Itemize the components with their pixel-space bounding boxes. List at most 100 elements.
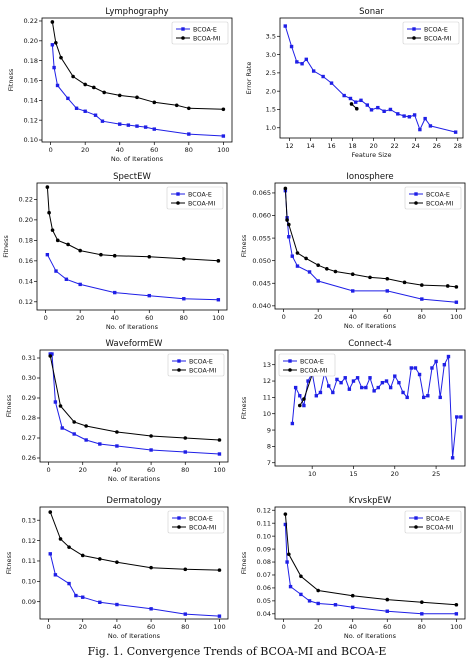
data-point-bcoa-e (289, 44, 294, 49)
data-point-bcoa-e (98, 442, 102, 446)
y-axis-label: Fitness (2, 235, 10, 258)
data-point-bcoa-e (412, 113, 417, 117)
y-tick-label: 0.04 (257, 610, 271, 618)
data-point-bcoa-mi (350, 272, 355, 277)
data-point-bcoa-e (384, 379, 389, 383)
y-tick-label: 0.20 (19, 216, 33, 224)
chart-dermatology: Dermatology 0 20 40 60 80 100 0.09 0.10 0.11 0.12 0… (5, 496, 229, 640)
data-point-bcoa-e (401, 390, 405, 395)
data-point-bcoa-mi (84, 424, 88, 428)
chart-title: Ionosphere (346, 172, 393, 182)
data-point-bcoa-e (147, 293, 151, 298)
x-tick-label: 80 (181, 466, 189, 474)
data-point-bcoa-mi (445, 284, 450, 288)
legend-label: BCOA-E (300, 358, 324, 365)
data-point-bcoa-e (283, 522, 288, 527)
data-point-bcoa-e (74, 593, 78, 598)
x-axis-label: No. of Iterations (108, 475, 161, 483)
data-point-bcoa-e (335, 377, 339, 382)
y-tick-label: 1.5 (266, 106, 276, 114)
y-tick-label: 0.12 (19, 298, 33, 306)
data-point-bcoa-e (372, 389, 376, 393)
data-point-bcoa-mi (217, 438, 222, 442)
x-tick-label: 60 (150, 146, 158, 154)
data-point-bcoa-e (304, 57, 308, 62)
legend: BCOA-E BCOA-MI (166, 186, 224, 210)
data-point-bcoa-e (417, 372, 422, 377)
data-point-bcoa-mi (112, 253, 117, 258)
data-point-bcoa-e (365, 103, 369, 107)
data-point-bcoa-mi (333, 269, 338, 274)
data-point-bcoa-e (402, 114, 406, 118)
data-point-bcoa-e (113, 290, 117, 295)
data-point-bcoa-e (453, 130, 458, 134)
x-tick-label: 0 (46, 466, 50, 474)
series-line-bcoa-e (51, 44, 224, 137)
plot-frame (36, 182, 228, 311)
y-tick-label: 1.0 (266, 124, 276, 132)
data-point-bcoa-e (100, 119, 105, 123)
legend-label: BCOA-E (426, 515, 450, 522)
data-point-bcoa-mi (182, 256, 186, 261)
x-axis-label: No. of Iterations (344, 322, 397, 330)
data-point-bcoa-e (418, 127, 422, 132)
legend-label: BCOA-E (193, 26, 217, 33)
y-tick-label: 11 (263, 394, 271, 402)
data-point-bcoa-e (420, 297, 424, 301)
data-point-bcoa-e (339, 380, 343, 385)
data-point-bcoa-e (290, 421, 295, 426)
y-tick-label: 0.050 (252, 257, 271, 265)
data-point-bcoa-e (380, 380, 385, 385)
x-tick-label: 15 (349, 470, 357, 478)
legend: BCOA-E BCOA-MI (402, 21, 460, 45)
data-point-bcoa-e (351, 289, 355, 293)
data-point-bcoa-e (368, 376, 372, 380)
x-tick-label: 80 (418, 313, 426, 321)
y-tick-label: 13 (263, 361, 271, 369)
x-tick-label: 40 (111, 314, 119, 322)
data-point-bcoa-e (442, 363, 447, 367)
y-tick-label: 0.16 (19, 257, 33, 265)
data-point-bcoa-e (316, 279, 320, 283)
y-tick-label: 0.11 (257, 519, 271, 527)
legend: BCOA-E BCOA-MI (171, 21, 229, 45)
plot-frame (279, 17, 464, 139)
y-tick-label: 0.07 (257, 571, 271, 579)
y-tick-label: 0.12 (24, 116, 38, 124)
data-point-bcoa-mi (48, 510, 53, 514)
data-point-bcoa-e (217, 452, 222, 456)
data-point-bcoa-e (60, 426, 64, 430)
plot-frame (39, 506, 229, 620)
data-point-bcoa-mi (287, 552, 291, 557)
x-tick-label: 14 (306, 142, 314, 150)
data-point-bcoa-mi (402, 280, 407, 285)
data-point-bcoa-e (376, 385, 380, 390)
data-point-bcoa-e (318, 390, 323, 395)
x-tick-label: 40 (349, 313, 357, 321)
data-point-bcoa-e (450, 456, 455, 460)
data-point-bcoa-e (385, 289, 389, 293)
legend-marker (414, 525, 418, 529)
chart-connect-4: Connect-4 10 15 20 25 7 8 9 10 11 12 13 Fitness BCOA-… (240, 339, 466, 478)
data-point-bcoa-mi (216, 259, 221, 263)
legend-label: BCOA-MI (193, 35, 220, 42)
legend-label: BCOA-E (189, 358, 213, 365)
x-tick-label: 40 (349, 623, 357, 631)
y-tick-label: 0.14 (19, 278, 33, 286)
data-point-bcoa-e (321, 74, 325, 79)
data-point-bcoa-mi (66, 242, 70, 247)
legend-label: BCOA-MI (189, 524, 216, 531)
y-tick-label: 8 (267, 443, 271, 451)
data-point-bcoa-e (382, 109, 386, 113)
data-point-bcoa-mi (187, 106, 191, 111)
y-tick-label: 0.12 (22, 537, 36, 545)
x-axis-label: No. of Iterations (106, 323, 159, 331)
x-tick-label: 40 (116, 146, 124, 154)
y-tick-label: 0.14 (24, 97, 38, 105)
data-point-bcoa-e (302, 403, 306, 408)
data-point-bcoa-e (135, 124, 139, 128)
data-point-bcoa-mi (115, 560, 119, 564)
y-tick-label: 10 (263, 410, 271, 418)
y-tick-label: 12 (263, 377, 271, 385)
data-point-bcoa-mi (304, 256, 308, 261)
